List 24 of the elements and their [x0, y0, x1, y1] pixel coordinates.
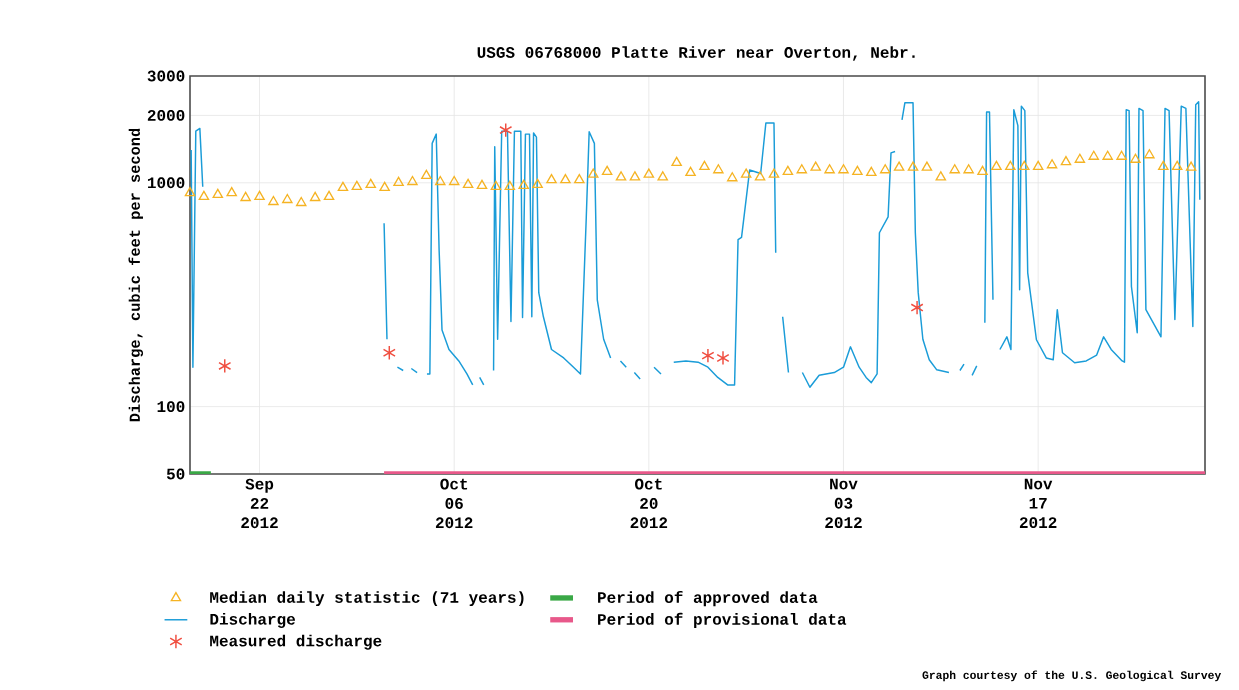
chart-title: USGS 06768000 Platte River near Overton, Nebr.: [477, 46, 915, 61]
y-axis-title: Discharge, cubic feet per second: [128, 128, 144, 422]
legend-label: Median daily statistic (71 years): [210, 591, 524, 607]
point: [701, 348, 715, 364]
y-tick-label: 50: [166, 468, 185, 480]
text: Graph courtesy of the U.S. Geological Survey: [922, 670, 1222, 682]
y-tick-label: 1000: [147, 177, 185, 189]
legend-label: Period of provisional data: [598, 612, 847, 629]
y-tick-label: 3000: [147, 70, 185, 82]
legend-label: Measured discharge: [210, 634, 382, 650]
y-tick-label: 100: [157, 401, 185, 413]
x-tick-label: Oct 06 2012: [435, 478, 473, 529]
x-tick-label: Oct 20 2012: [630, 478, 668, 529]
legend-label: Period of approved data: [598, 591, 818, 607]
x-tick-label: Sep 22 2012: [241, 478, 278, 529]
legend-label: Discharge: [210, 612, 296, 628]
point: [218, 358, 232, 374]
x-tick-label: Nov 03 2012: [825, 478, 862, 529]
point: [499, 122, 513, 138]
point: [716, 350, 730, 366]
x-tick-label: Nov 17 2012: [1019, 478, 1057, 529]
point: [382, 345, 396, 361]
point: [910, 300, 924, 315]
y-tick-label: 2000: [147, 109, 185, 121]
